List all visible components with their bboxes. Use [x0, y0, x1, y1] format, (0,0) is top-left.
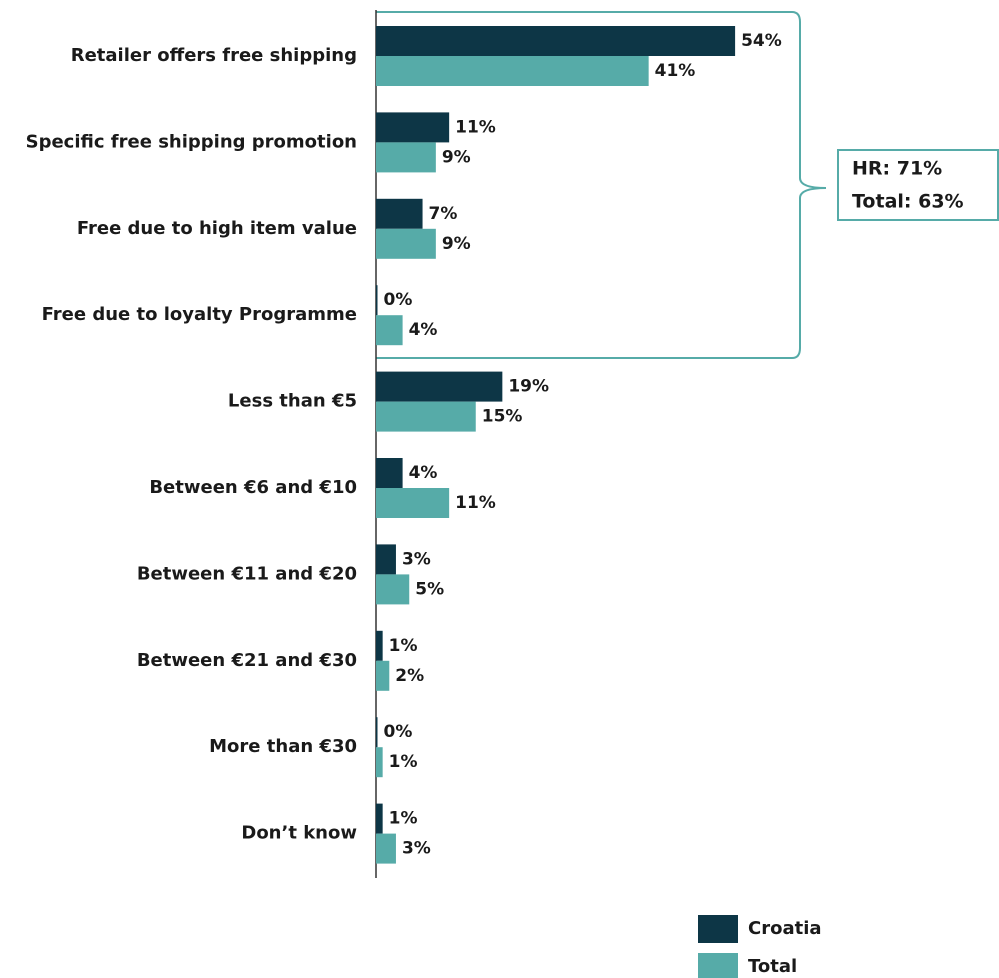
value-label: 41%	[655, 61, 696, 81]
value-label: 1%	[389, 636, 418, 656]
legend-label: Croatia	[748, 918, 822, 939]
value-label: 19%	[508, 377, 549, 397]
value-label: 0%	[384, 290, 413, 310]
y-tick-label: Retailer offers free shipping	[71, 45, 357, 66]
bar	[376, 717, 378, 748]
bar	[376, 56, 649, 86]
bar	[376, 458, 403, 488]
bar	[376, 315, 403, 346]
bar	[376, 142, 436, 173]
bar	[376, 803, 383, 834]
annotation-box	[837, 149, 999, 221]
value-label: 3%	[402, 839, 431, 859]
y-tick-label: Specific free shipping promotion	[26, 131, 357, 152]
bar	[376, 371, 503, 402]
y-tick-label: Don’t know	[241, 823, 357, 844]
bar	[376, 660, 390, 691]
bar	[376, 630, 383, 661]
legend-swatch	[698, 953, 738, 978]
annotation: HR: 71%	[852, 158, 942, 180]
bar	[376, 833, 396, 864]
value-label: 2%	[395, 666, 424, 686]
value-label: 1%	[389, 809, 418, 829]
annotation: Total: 63%	[852, 191, 964, 213]
value-label: 3%	[402, 549, 431, 569]
y-tick-label: Between €6 and €10	[149, 477, 357, 498]
value-label: 5%	[415, 579, 444, 599]
bar	[376, 198, 423, 229]
y-tick-label: Between €21 and €30	[137, 650, 357, 671]
value-label: 0%	[384, 722, 413, 742]
legend-swatch	[698, 915, 738, 943]
value-label: 11%	[455, 117, 496, 137]
bar	[376, 401, 476, 432]
value-label: 9%	[442, 147, 471, 167]
value-label: 7%	[429, 204, 458, 224]
bar	[376, 488, 450, 518]
bar	[376, 26, 736, 56]
value-label: 9%	[442, 234, 471, 254]
y-tick-label: Free due to high item value	[77, 218, 357, 239]
value-label: 4%	[409, 463, 438, 483]
value-label: 11%	[455, 493, 496, 513]
y-tick-label: Between €11 and €20	[137, 563, 357, 584]
y-tick-label: More than €30	[209, 736, 357, 757]
value-label: 54%	[741, 31, 782, 51]
legend-label: Total	[748, 956, 797, 977]
bar	[376, 544, 396, 575]
value-label: 4%	[409, 320, 438, 340]
bar	[376, 285, 378, 316]
value-label: 15%	[482, 407, 523, 427]
y-tick-label: Less than €5	[228, 391, 357, 412]
bracket	[376, 11, 827, 359]
bar	[376, 112, 450, 143]
bar	[376, 228, 436, 259]
y-tick-label: Free due to loyalty Programme	[42, 304, 357, 325]
bar	[376, 574, 410, 605]
bar	[376, 747, 383, 778]
value-label: 1%	[389, 752, 418, 772]
